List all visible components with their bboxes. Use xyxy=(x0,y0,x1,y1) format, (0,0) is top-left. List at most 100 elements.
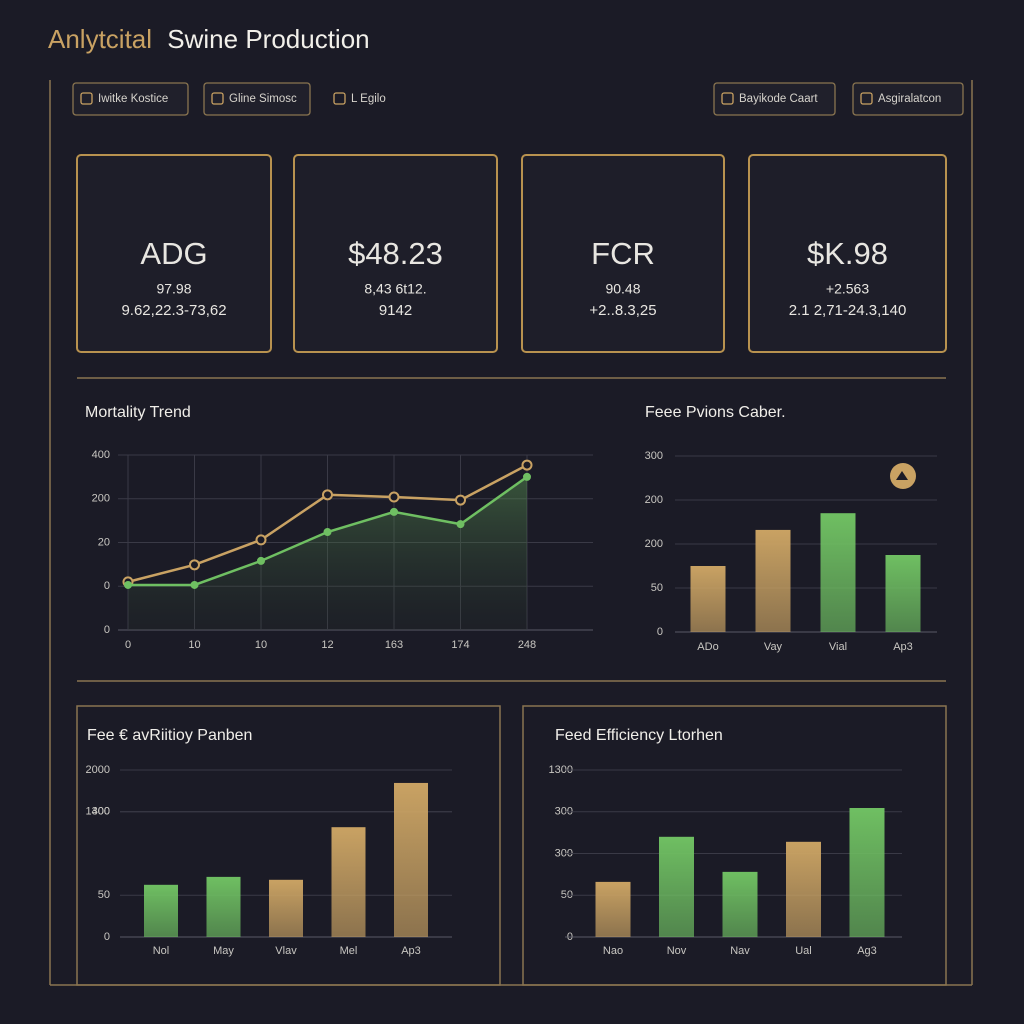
x-tick-label: Nav xyxy=(730,945,750,957)
point xyxy=(323,528,332,536)
bar xyxy=(755,529,791,632)
bar xyxy=(595,881,631,937)
bar xyxy=(849,807,885,937)
x-tick-label: Mel xyxy=(340,945,358,957)
point xyxy=(388,491,400,503)
point xyxy=(455,494,466,506)
button-icon xyxy=(721,92,734,105)
button-label[interactable]: Bayikode Caart xyxy=(739,93,818,105)
toolbar-button[interactable]: L Egilo xyxy=(333,92,386,105)
y-tick-label: 0 xyxy=(104,624,110,636)
kpi-card: $48.23 8,43 6t12. 9142 xyxy=(293,154,498,353)
bar xyxy=(394,782,428,937)
button-label[interactable]: Gline Simosc xyxy=(229,93,297,105)
bar xyxy=(269,879,303,937)
x-tick-label: 174 xyxy=(451,639,469,651)
chart-title: Feed Efficiency Ltorhen xyxy=(555,727,723,744)
x-tick-label: 12 xyxy=(321,639,333,651)
button-icon xyxy=(211,92,224,105)
x-tick-label: May xyxy=(213,945,234,957)
point xyxy=(255,534,267,546)
chart-icon-glyph xyxy=(896,471,908,480)
kpi-value: $48.23 xyxy=(348,236,443,271)
x-tick-label: Ap3 xyxy=(893,641,913,653)
x-tick-label: 248 xyxy=(518,639,536,651)
button-icon xyxy=(333,92,346,105)
point xyxy=(523,472,531,481)
x-tick-label: 163 xyxy=(385,639,403,651)
y-tick-label: 1400 xyxy=(86,806,110,818)
point xyxy=(189,559,200,571)
button-icon xyxy=(80,92,93,105)
y-tick-label: 0 xyxy=(104,931,110,943)
card-frame xyxy=(293,154,498,353)
kpi-value: FCR xyxy=(591,236,655,271)
button-frame xyxy=(713,82,836,116)
bar xyxy=(786,841,821,937)
button-frame xyxy=(852,82,964,116)
bar xyxy=(690,566,726,632)
kpi-value: ADG xyxy=(140,236,207,271)
button-label[interactable]: Iwitke Kostice xyxy=(98,93,168,105)
kpi-detail: 97.98 xyxy=(156,281,191,297)
toolbar-button[interactable]: Gline Simosc xyxy=(203,82,311,116)
y-tick-label: 200 xyxy=(645,494,663,506)
y-tick-label: 1300 xyxy=(549,764,573,776)
y-tick-label: 300 xyxy=(645,450,663,462)
toolbar-button[interactable]: Bayikode Caart xyxy=(713,82,836,116)
card-frame xyxy=(748,154,947,353)
y-tick-label: 200 xyxy=(92,493,110,505)
y-tick-label: 300 xyxy=(555,806,573,818)
kpi-card: FCR 90.48 +2..8.3,25 xyxy=(521,154,725,353)
point xyxy=(390,507,398,516)
panel-border xyxy=(76,705,501,986)
toolbar-button[interactable]: Asgiralatcon xyxy=(852,82,964,116)
card-frame xyxy=(521,154,725,353)
button-label[interactable]: L Egilo xyxy=(351,93,386,105)
x-tick-label: Ag3 xyxy=(857,945,877,957)
bar xyxy=(659,836,694,937)
chart-title: Feee Pvions Caber. xyxy=(645,404,786,421)
x-tick-label: Vay xyxy=(764,641,783,653)
button-label[interactable]: Asgiralatcon xyxy=(878,93,941,105)
button-frame xyxy=(203,82,311,116)
x-tick-label: Ap3 xyxy=(401,945,421,957)
kpi-card: $K.98 +2.563 2.1 2,71-24.3,140 xyxy=(748,154,947,353)
point xyxy=(521,459,533,471)
chart: Mortality Trend 0 0 20 200 400 0 10 10 12 163 174 24… xyxy=(85,404,593,651)
bar xyxy=(206,876,241,937)
kpi-detail: +2..8.3,25 xyxy=(589,302,656,319)
y-tick-label: 0 xyxy=(104,580,110,592)
y-tick-label: 300 xyxy=(92,806,110,818)
kpi-detail: 90.48 xyxy=(605,281,640,297)
bar xyxy=(144,884,178,937)
y-tick-label: 50 xyxy=(651,582,663,594)
kpi-detail: 9142 xyxy=(379,302,412,319)
x-tick-label: 0 xyxy=(125,639,131,651)
y-tick-label: 300 xyxy=(555,847,573,859)
x-tick-label: Vial xyxy=(829,641,847,653)
area xyxy=(128,476,527,630)
y-tick-label: 50 xyxy=(98,889,110,901)
chart-title: Fee € avRiitioy Panben xyxy=(87,727,252,744)
kpi-value: $K.98 xyxy=(807,236,888,271)
y-tick-label: 400 xyxy=(92,449,110,461)
x-tick-label: Vlav xyxy=(275,945,297,957)
bar xyxy=(820,513,856,632)
chart-title: Mortality Trend xyxy=(85,404,191,421)
kpi-card: ADG 97.98 9.62,22.3-73,62 xyxy=(76,154,272,353)
y-tick-label: 2000 xyxy=(86,764,110,776)
title-main: Swine Production xyxy=(167,24,369,54)
x-tick-label: Nov xyxy=(667,945,687,957)
point xyxy=(124,580,132,589)
kpi-detail: 9.62,22.3-73,62 xyxy=(121,302,226,319)
kpi-detail: +2.563 xyxy=(826,281,869,297)
button-icon xyxy=(860,92,873,105)
point xyxy=(456,520,465,529)
card-frame xyxy=(76,154,272,353)
toolbar-button[interactable]: Iwitke Kostice xyxy=(72,82,189,116)
bar xyxy=(331,827,366,937)
